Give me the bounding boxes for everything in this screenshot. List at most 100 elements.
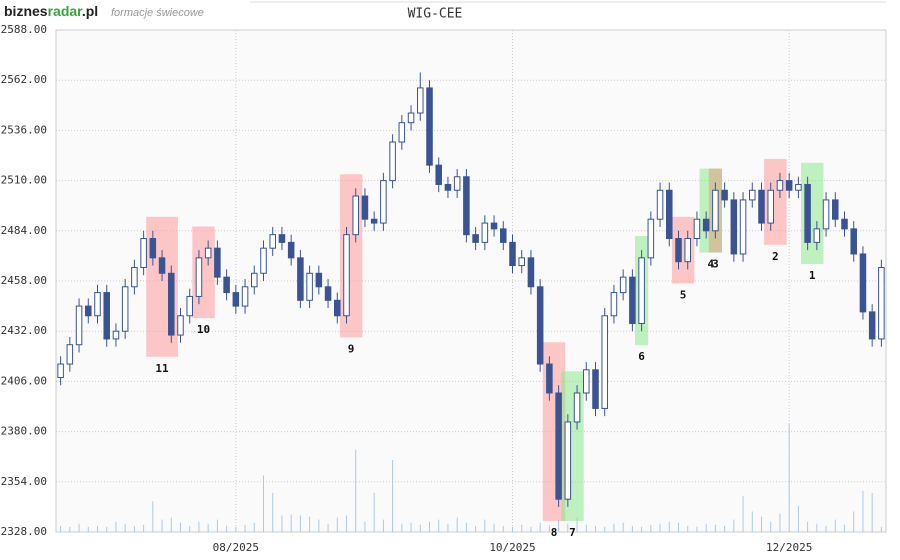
pattern-label: 1 (809, 269, 816, 282)
brand-part: biznes (4, 3, 48, 19)
volume-bar (502, 525, 504, 532)
volume-bar (668, 521, 670, 532)
candle-body (232, 292, 240, 307)
candle-body (214, 247, 221, 278)
volume-bar (705, 523, 707, 532)
volume-bar (650, 524, 652, 532)
y-tick-label: 2328.00 (1, 525, 47, 538)
volume-bar (355, 449, 357, 532)
volume-bar (770, 521, 772, 532)
pattern-label: 5 (680, 288, 687, 301)
volume-bar (401, 523, 403, 532)
volume-bar (133, 525, 135, 532)
volume-bar (512, 526, 513, 532)
candle-body (417, 87, 424, 114)
volume-bar (272, 492, 274, 532)
candle-body (795, 183, 802, 191)
candle-body (223, 276, 230, 294)
candle-body (684, 238, 691, 263)
candle-body (315, 272, 323, 288)
pattern-label: 4 (707, 258, 714, 271)
volume-bar (613, 523, 615, 532)
volume-bar (493, 523, 495, 532)
candle-body (702, 218, 710, 232)
candle-body (647, 218, 655, 259)
volume-bar (751, 511, 753, 532)
volume-bar (465, 522, 467, 532)
volume-bar (87, 526, 89, 532)
candle-body (343, 234, 350, 317)
candle-body (149, 238, 157, 259)
volume-bar (216, 519, 218, 532)
candle-body (749, 189, 756, 201)
volume-bar (438, 519, 440, 532)
candle-body (878, 266, 885, 340)
volume-bar (604, 526, 606, 532)
volume-bar (346, 515, 347, 532)
candle-body (269, 234, 276, 249)
volume-bar (226, 525, 228, 532)
volume-bar (548, 525, 550, 532)
y-tick-label: 2536.00 (1, 123, 47, 136)
candle-body (204, 247, 212, 259)
candle-body (850, 228, 857, 255)
pattern-label: 7 (569, 526, 576, 539)
candle-body (472, 234, 479, 243)
volume-bar (576, 517, 578, 532)
candle-body (822, 199, 830, 230)
candle-body (739, 199, 747, 255)
volume-bar (410, 522, 412, 532)
candle-body (583, 369, 590, 394)
volume-bar (834, 519, 836, 532)
candle-body (241, 286, 249, 307)
volume-bar (521, 524, 523, 532)
volume-bar (115, 521, 117, 532)
volume-bar (742, 496, 744, 532)
candle-body (463, 176, 470, 236)
brand: biznesradar.pl (4, 3, 98, 19)
volume-bar (106, 526, 108, 532)
candle-body (868, 311, 876, 340)
volume-bar (539, 522, 541, 532)
candle-body (601, 315, 608, 409)
volume-bar (714, 524, 716, 532)
candle-body (712, 189, 719, 232)
volume-bar (733, 519, 735, 532)
volume-bar (530, 526, 532, 532)
volume-bar (853, 511, 855, 532)
volume-bar (456, 517, 458, 532)
volume-bar (475, 525, 477, 532)
pattern-label: 3 (712, 258, 719, 271)
candle-body (140, 238, 147, 268)
volume-bar (263, 475, 264, 532)
candle-body (555, 392, 562, 500)
volume-bar (429, 521, 430, 532)
pattern-label: 11 (155, 362, 169, 375)
candle-body (619, 276, 627, 294)
candle-body (564, 421, 572, 500)
candle-body (767, 189, 774, 224)
volume-bar (862, 490, 864, 532)
candle-body (75, 305, 83, 346)
candle-body (813, 228, 821, 243)
candle-body (380, 180, 387, 224)
candle-body (758, 189, 765, 224)
volume-bar (696, 526, 698, 532)
volume-bar (161, 519, 163, 532)
volume-bar (687, 525, 689, 532)
volume-bar (659, 523, 661, 532)
volume-bar (318, 519, 320, 532)
volume-bar (880, 526, 882, 532)
volume-bar (170, 517, 172, 532)
candle-body (536, 286, 544, 365)
volume-bar (844, 524, 845, 532)
candle-body (186, 295, 193, 317)
volume-bar (382, 519, 384, 532)
volume-bar (447, 523, 449, 532)
candle-body (168, 272, 175, 336)
candle-body (324, 286, 332, 301)
candle-body (251, 272, 258, 288)
chart-title: WIG-CEE (408, 7, 463, 22)
candle-body (195, 257, 203, 297)
